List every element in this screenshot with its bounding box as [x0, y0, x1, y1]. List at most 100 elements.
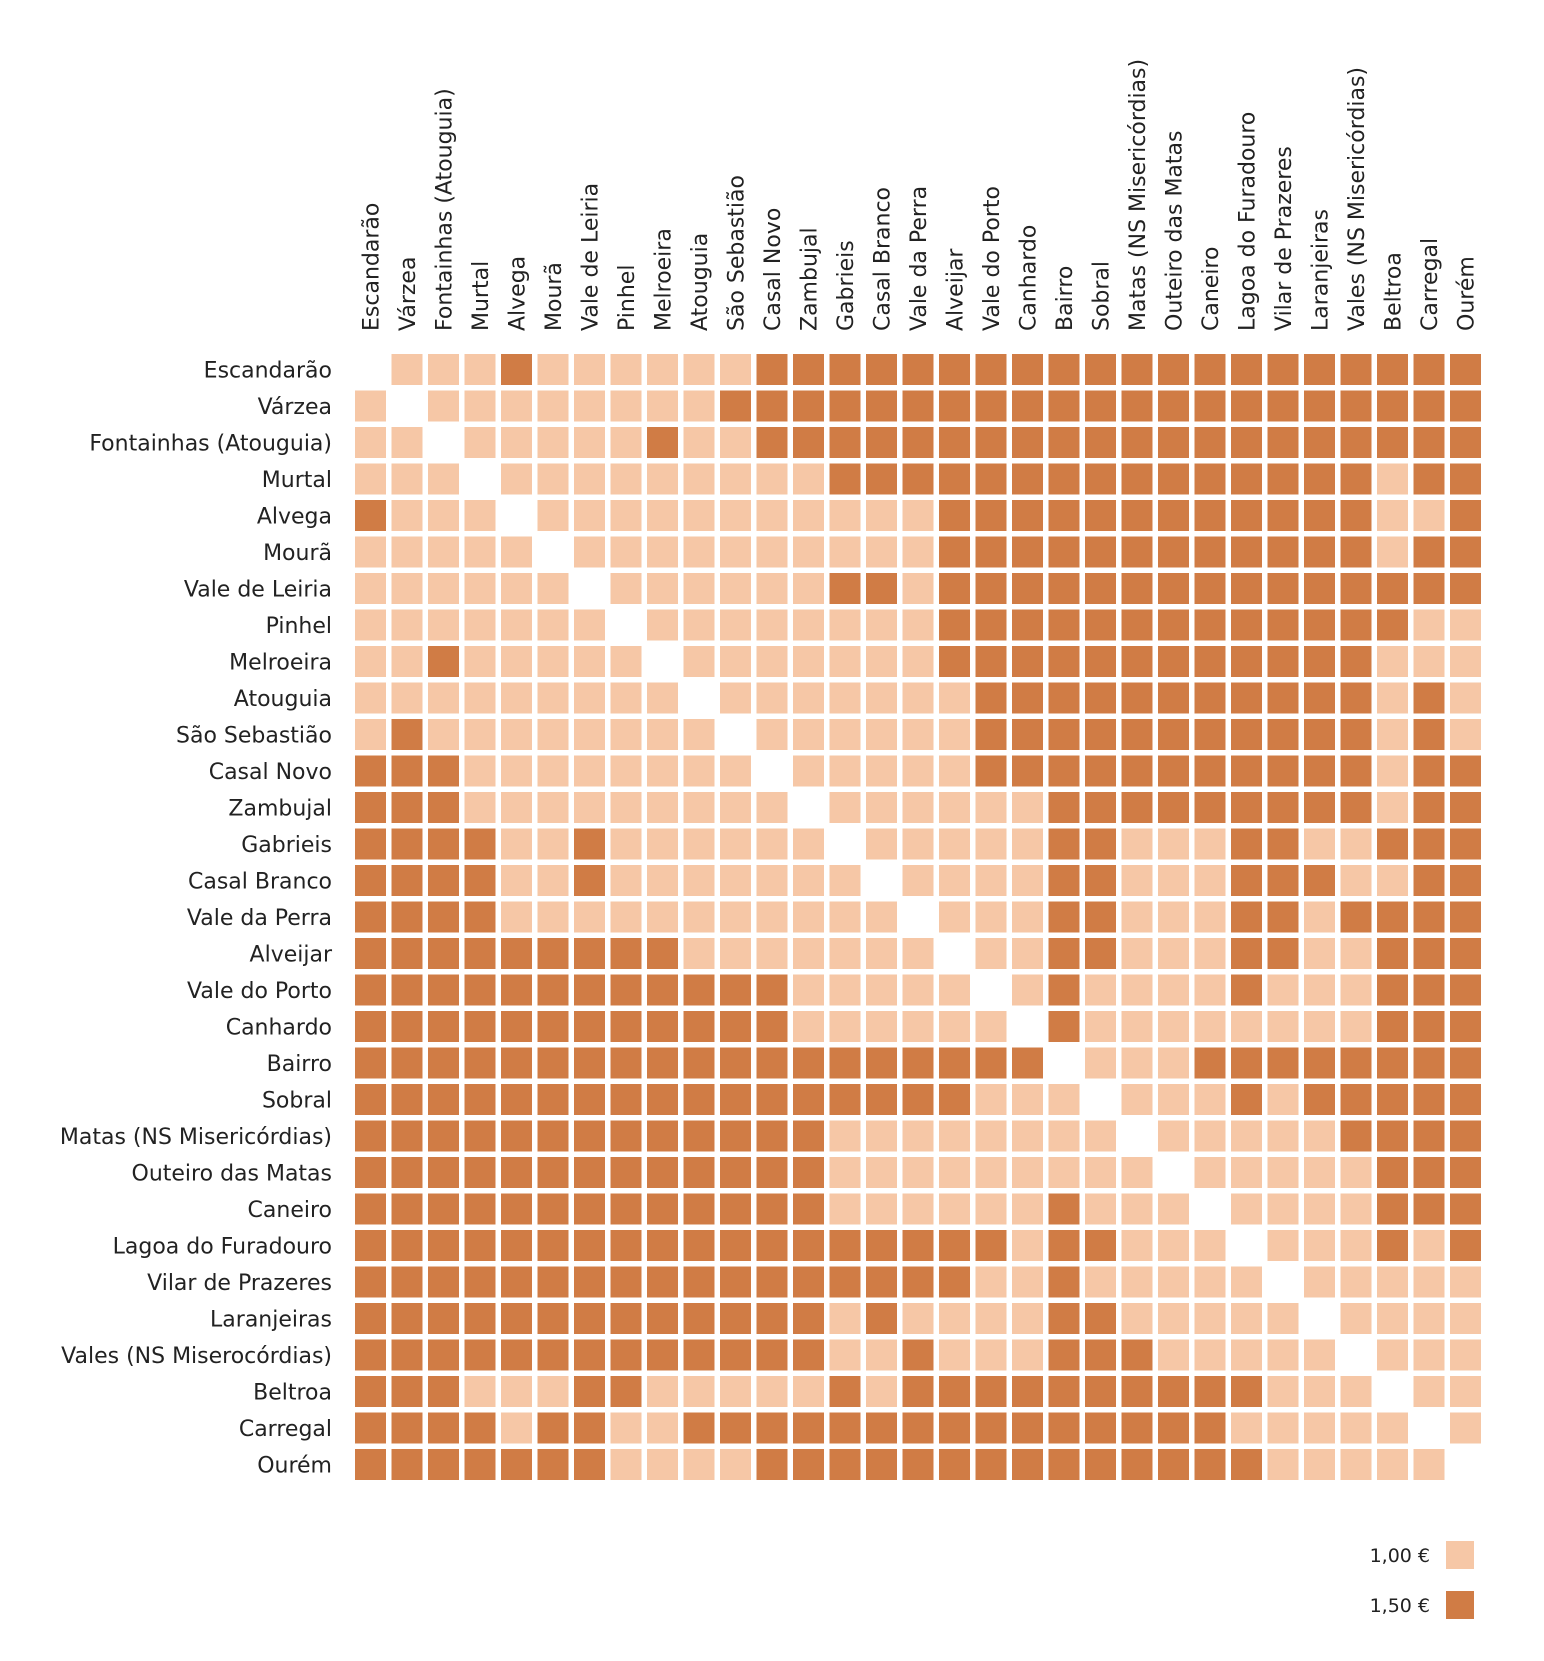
cell-r6-c3	[464, 573, 496, 604]
cell-r3-c17	[975, 463, 1007, 495]
cell-r25-c1	[391, 1266, 423, 1298]
cell-r11-c22	[1158, 755, 1189, 787]
cell-r21-c24	[1231, 1120, 1262, 1152]
cell-r12-c7	[610, 792, 642, 823]
cell-r7-c3	[464, 609, 496, 641]
cell-r6-c1	[391, 573, 423, 604]
cell-r13-c14	[866, 828, 897, 860]
cell-r9-c25	[1267, 682, 1299, 714]
cell-r29-c3	[464, 1412, 496, 1444]
cell-r8-c18	[1012, 646, 1043, 677]
cell-r13-c24	[1231, 828, 1262, 860]
cell-r13-c18	[1012, 828, 1043, 860]
cell-r12-c17	[975, 792, 1007, 823]
cell-r23-c16	[939, 1193, 970, 1225]
col-label-vale-de-leiria: Vale de Leiria	[579, 183, 604, 331]
cell-r30-c13	[829, 1449, 861, 1480]
cell-r15-c5	[537, 901, 569, 933]
cell-r20-c24	[1231, 1084, 1262, 1115]
cell-r7-c14	[866, 609, 897, 641]
cell-r26-c24	[1231, 1303, 1262, 1334]
cell-r30-c3	[464, 1449, 496, 1480]
cell-r1-c14	[866, 390, 897, 422]
cell-r14-c12	[793, 865, 824, 896]
cell-r27-c22	[1158, 1339, 1189, 1371]
cell-r22-c12	[793, 1157, 824, 1188]
cell-r11-c0	[355, 755, 386, 787]
cell-r20-c22	[1158, 1084, 1189, 1115]
row-label-lagoa-do-furadouro: Lagoa do Furadouro	[113, 1235, 332, 1260]
cell-r11-c16	[939, 755, 970, 787]
cell-r1-c28	[1377, 390, 1408, 422]
cell-r0-c22	[1158, 354, 1189, 385]
cell-r13-c3	[464, 828, 496, 860]
cell-r13-c27	[1340, 828, 1372, 860]
cell-r18-c4	[501, 1011, 532, 1042]
cell-r7-c28	[1377, 609, 1408, 641]
cell-r20-c25	[1267, 1084, 1299, 1115]
cell-r5-c12	[793, 536, 824, 568]
cell-r22-c25	[1267, 1157, 1299, 1188]
cell-r23-c24	[1231, 1193, 1262, 1225]
cell-r18-c13	[829, 1011, 861, 1042]
cell-r8-c28	[1377, 646, 1408, 677]
cell-r30-c11	[756, 1449, 788, 1480]
cell-r10-c25	[1267, 719, 1299, 750]
cell-r19-c6	[574, 1047, 605, 1079]
cell-r8-c7	[610, 646, 642, 677]
cell-r22-c8	[647, 1157, 678, 1188]
cell-r24-c5	[537, 1230, 569, 1261]
cell-r11-c20	[1085, 755, 1116, 787]
cell-r18-c2	[428, 1011, 459, 1042]
cell-r10-c28	[1377, 719, 1408, 750]
cell-r12-c1	[391, 792, 423, 823]
cell-r27-c30	[1450, 1339, 1481, 1371]
cell-r26-c20	[1085, 1303, 1116, 1334]
cell-r28-c22	[1158, 1376, 1189, 1407]
cell-r12-c24	[1231, 792, 1262, 823]
cell-r7-c19	[1048, 609, 1080, 641]
cell-r6-c25	[1267, 573, 1299, 604]
cell-r11-c2	[428, 755, 459, 787]
cell-r7-c0	[355, 609, 386, 641]
cell-r25-c16	[939, 1266, 970, 1298]
cell-r17-c7	[610, 974, 642, 1006]
cell-r12-c13	[829, 792, 861, 823]
cell-r13-c4	[501, 828, 532, 860]
cell-r12-c14	[866, 792, 897, 823]
cell-r22-c15	[902, 1157, 934, 1188]
row-label-casal-branco: Casal Branco	[188, 870, 332, 895]
cell-r6-c21	[1121, 573, 1153, 604]
cell-r10-c3	[464, 719, 496, 750]
cell-r26-c18	[1012, 1303, 1043, 1334]
cell-r21-c4	[501, 1120, 532, 1152]
cell-r1-c18	[1012, 390, 1043, 422]
cell-r18-c29	[1413, 1011, 1445, 1042]
cell-r11-c18	[1012, 755, 1043, 787]
cell-r26-c13	[829, 1303, 861, 1334]
col-label-outeiro-das-matas: Outeiro das Matas	[1163, 131, 1188, 331]
cell-r12-c16	[939, 792, 970, 823]
cell-r26-c27	[1340, 1303, 1372, 1334]
cell-r8-c16	[939, 646, 970, 677]
cell-r19-c20	[1085, 1047, 1116, 1079]
cell-r26-c0	[355, 1303, 386, 1334]
cell-r6-c28	[1377, 573, 1408, 604]
cell-r1-c21	[1121, 390, 1153, 422]
cell-r7-c6	[574, 609, 605, 641]
cell-r7-c12	[793, 609, 824, 641]
cell-r18-c15	[902, 1011, 934, 1042]
cell-r2-c12	[793, 427, 824, 458]
cell-r11-c25	[1267, 755, 1299, 787]
cell-r27-c28	[1377, 1339, 1408, 1371]
cell-r5-c7	[610, 536, 642, 568]
cell-r1-c9	[683, 390, 715, 422]
cell-r4-c1	[391, 500, 423, 531]
cell-r27-c24	[1231, 1339, 1262, 1371]
cell-r29-c8	[647, 1412, 678, 1444]
cell-r8-c4	[501, 646, 532, 677]
cell-r22-c4	[501, 1157, 532, 1188]
cell-r9-c0	[355, 682, 386, 714]
cell-r29-c15	[902, 1412, 934, 1444]
cell-r23-c12	[793, 1193, 824, 1225]
